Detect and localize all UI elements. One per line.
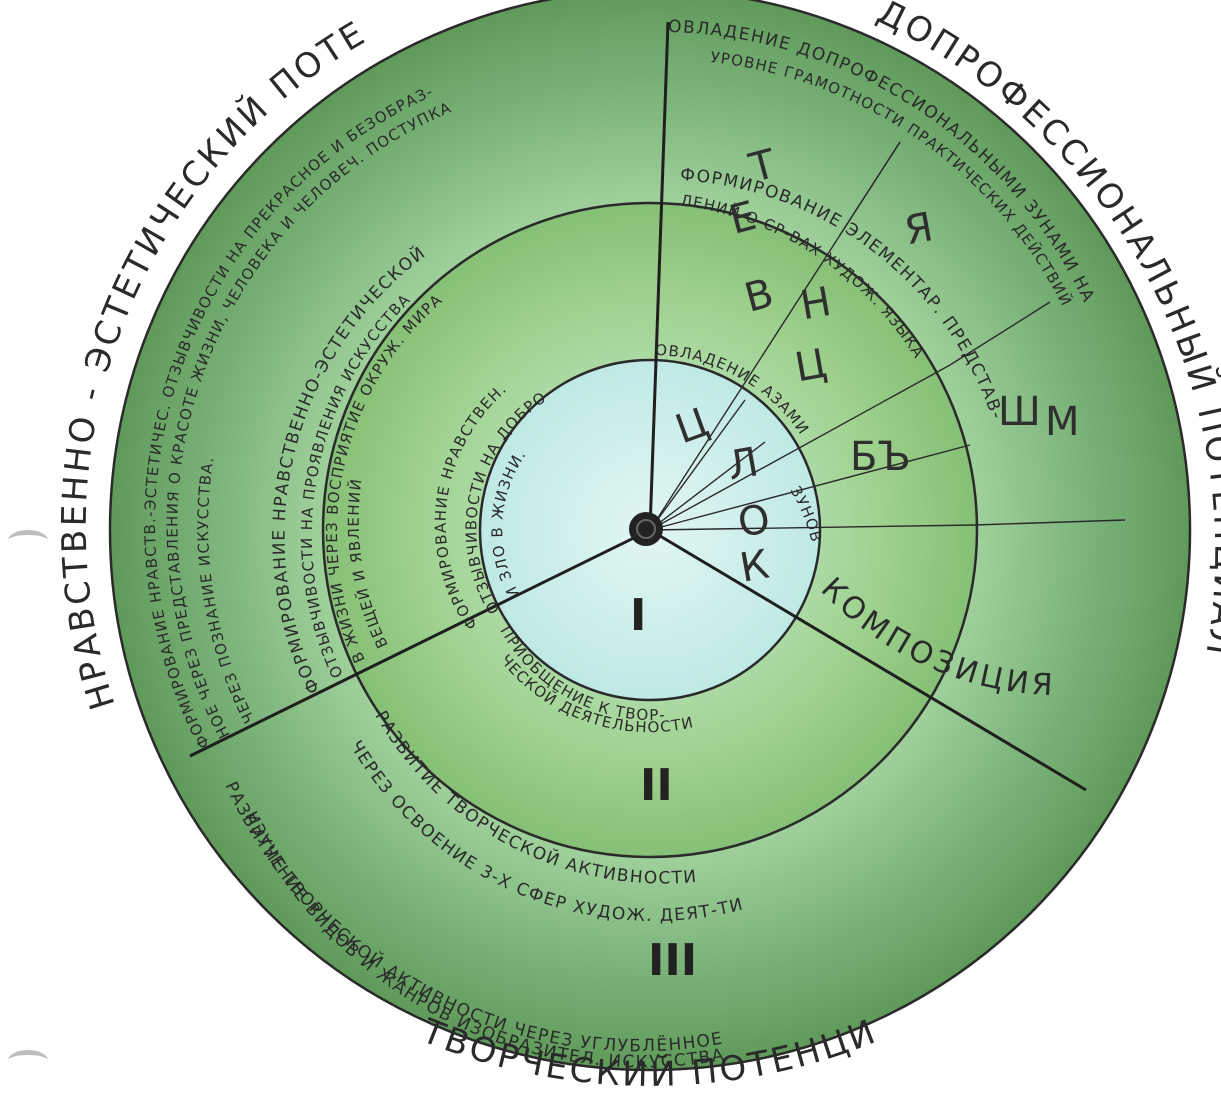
letter-m: М xyxy=(1045,399,1080,445)
roman-numeral-3: III xyxy=(648,935,697,986)
binder-hole-bottom xyxy=(8,1050,48,1071)
tsvet-ray-1 xyxy=(649,399,746,531)
outer-segment-3 xyxy=(974,519,1126,526)
tsvet-ray-5 xyxy=(649,444,971,531)
roman-numeral-2: II xyxy=(640,760,673,811)
letter-obem: БЪ xyxy=(850,434,911,480)
outer-segment-1 xyxy=(839,141,901,236)
roman-numeral-1: I xyxy=(630,590,646,641)
divider-left xyxy=(189,528,651,758)
tsvet-ray-6 xyxy=(649,524,976,531)
divider-top xyxy=(648,21,670,531)
letter-o: О xyxy=(735,496,774,547)
outer-segment-2 xyxy=(949,301,1051,366)
tsvet-ray-2 xyxy=(649,441,766,531)
letter-sh: Ш xyxy=(998,389,1041,435)
binder-hole-top xyxy=(8,530,48,551)
center-hub-inner xyxy=(636,519,656,539)
tsvet-ray-4 xyxy=(649,364,951,531)
center-hub xyxy=(629,512,663,546)
divider-right xyxy=(649,528,1087,792)
